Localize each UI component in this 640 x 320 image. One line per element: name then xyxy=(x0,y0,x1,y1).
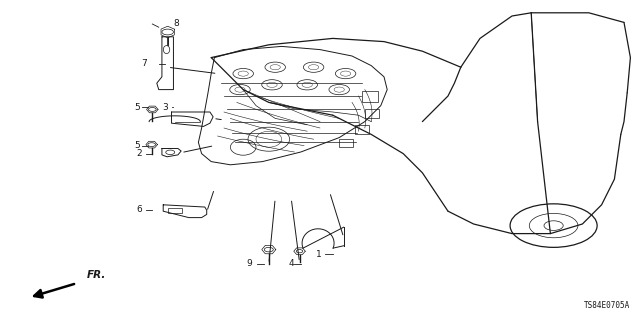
Bar xyxy=(355,125,369,134)
Bar xyxy=(339,139,353,147)
Text: TS84E0705A: TS84E0705A xyxy=(584,301,630,310)
Text: 9: 9 xyxy=(247,260,252,268)
Text: 4: 4 xyxy=(289,260,294,268)
Text: 5: 5 xyxy=(135,141,140,150)
Text: 2: 2 xyxy=(137,149,142,158)
Text: 1: 1 xyxy=(316,250,321,259)
Text: 8: 8 xyxy=(173,20,179,28)
Text: 5: 5 xyxy=(135,103,140,112)
Bar xyxy=(168,208,182,213)
Text: 7: 7 xyxy=(141,60,147,68)
Bar xyxy=(362,91,378,102)
Text: FR.: FR. xyxy=(86,270,106,280)
Text: 3: 3 xyxy=(163,103,168,112)
Text: 6: 6 xyxy=(137,205,142,214)
Bar xyxy=(365,109,379,118)
